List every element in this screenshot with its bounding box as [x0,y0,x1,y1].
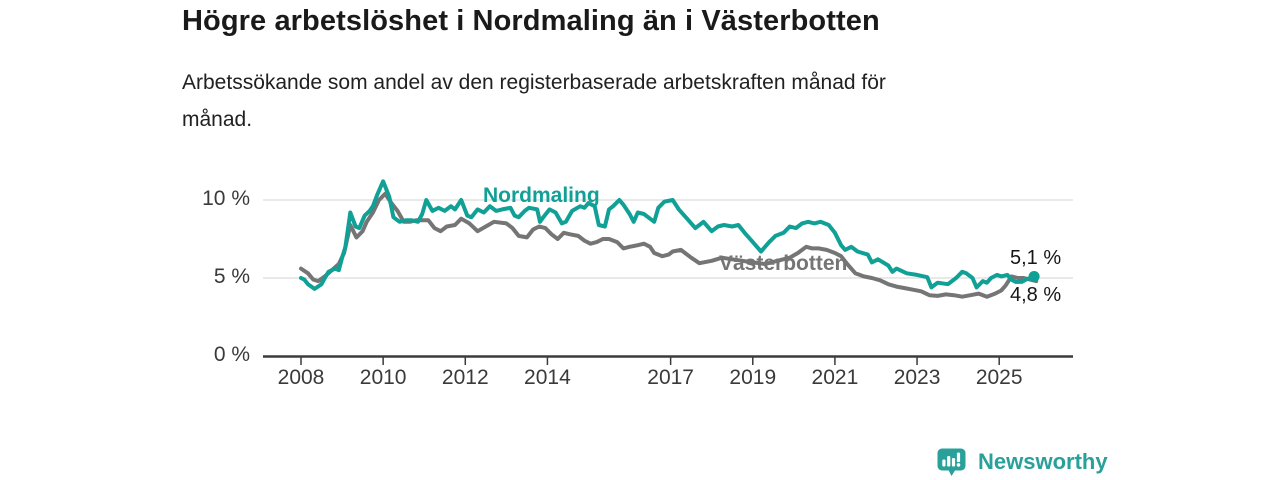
x-axis-label-2017: 2017 [647,366,694,389]
x-axis-label-2023: 2023 [893,366,941,389]
x-axis-label-2021: 2021 [811,366,859,389]
series-line-västerbotten [299,191,1039,299]
chart-subtitle: Arbetssökande som andel av den registerb… [182,64,886,138]
x-axis-label-2019: 2019 [729,366,777,389]
x-axis-label-2008: 2008 [277,366,325,389]
x-axis-label-2025: 2025 [975,366,1023,389]
chart-subtitle-line-2: månad. [182,108,253,131]
y-axis-label-10: 10 % [202,187,250,210]
series-end-dot-nordmaling [1028,270,1040,282]
brand-name: Newsworthy [978,449,1108,474]
chart-title: Högre arbetslöshet i Nordmaling än i Väs… [182,5,880,37]
series-label-nordmaling: Nordmaling [483,184,600,207]
x-axis-label-2014: 2014 [524,366,571,389]
series-line-nordmaling [299,179,1037,291]
series-label-vasterbotten: Västerbotten [719,252,848,275]
x-axis-label-2012: 2012 [441,366,489,389]
y-axis-label-0: 0 % [213,343,250,366]
bar-chart-speech-bubble-icon [937,448,966,476]
end-value-nordmaling: 5,1 % [1010,247,1062,269]
chart-subtitle-line-1: Arbetssökande som andel av den registerb… [182,71,886,94]
y-axis-label-5: 5 % [213,265,250,288]
x-axis-label-2010: 2010 [359,366,407,389]
end-value-vasterbotten: 4,8 % [1010,284,1062,306]
newsworthy-brand: Newsworthy [935,446,1108,478]
